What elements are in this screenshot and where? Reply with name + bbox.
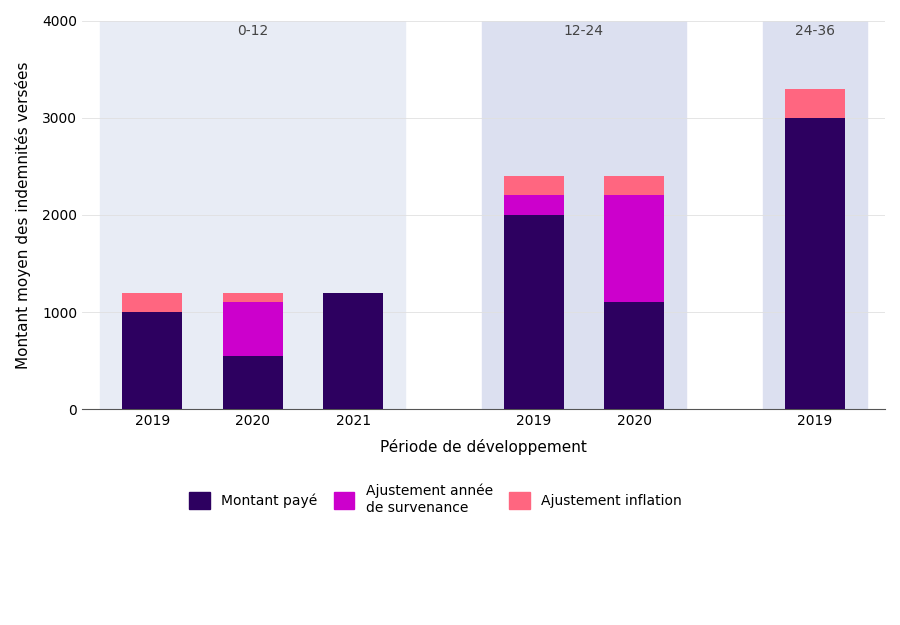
Bar — [762, 21, 867, 409]
Bar — [604, 176, 664, 196]
Bar — [222, 302, 283, 356]
Text: 12-24: 12-24 — [564, 24, 604, 38]
Bar — [122, 312, 183, 409]
Bar — [323, 292, 383, 409]
Text: 0-12: 0-12 — [237, 24, 268, 38]
X-axis label: Période de développement: Période de développement — [380, 439, 587, 455]
Bar — [604, 196, 664, 302]
Bar — [504, 176, 563, 196]
Bar — [222, 292, 283, 302]
Y-axis label: Montant moyen des indemnités versées: Montant moyen des indemnités versées — [15, 61, 31, 369]
Bar — [222, 356, 283, 409]
Text: 24-36: 24-36 — [795, 24, 834, 38]
Bar — [504, 196, 563, 215]
Bar — [100, 21, 405, 409]
Bar — [122, 292, 183, 312]
Bar — [482, 21, 687, 409]
Bar — [504, 215, 563, 409]
Legend: Montant payé, Ajustement année
de survenance, Ajustement inflation: Montant payé, Ajustement année de surven… — [184, 478, 688, 520]
Bar — [785, 89, 845, 118]
Bar — [785, 118, 845, 409]
Bar — [604, 302, 664, 409]
